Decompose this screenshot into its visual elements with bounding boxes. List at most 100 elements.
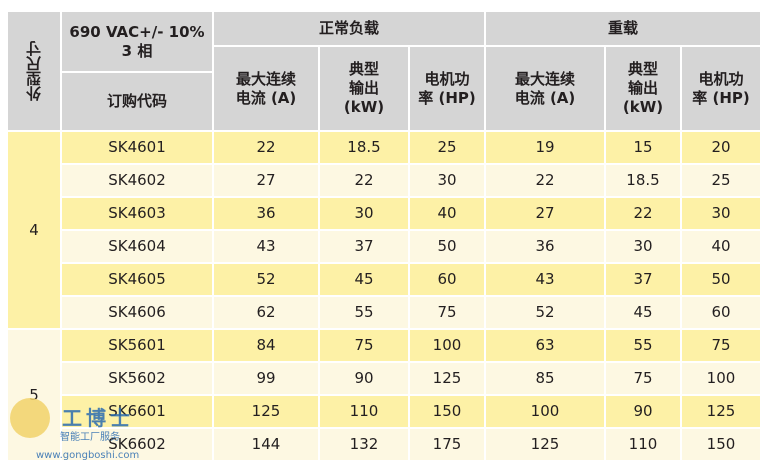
value-cell: 37 (320, 231, 408, 262)
order-code: SK5602 (62, 363, 212, 394)
order-code: SK4604 (62, 231, 212, 262)
column-header: 最大连续 电流 (A) (214, 47, 318, 130)
value-cell-text: 40 (711, 237, 731, 256)
normal-load-header: 正常负载 (214, 12, 484, 45)
value-cell-text: 15 (633, 138, 653, 157)
value-cell-text: 30 (354, 204, 374, 223)
order-code: SK5601 (62, 330, 212, 361)
value-cell: 43 (486, 264, 604, 295)
value-cell: 43 (214, 231, 318, 262)
value-cell-text: 125 (251, 402, 281, 421)
order-code-text: SK4606 (108, 303, 166, 322)
watermark-tagline: 智能工厂服务 (60, 432, 120, 443)
value-cell: 15 (606, 132, 680, 163)
value-cell-text: 19 (535, 138, 555, 157)
value-cell-text: 18.5 (626, 171, 660, 190)
value-cell-text: 20 (711, 138, 731, 157)
column-header: 典型 输出 (kW) (606, 47, 680, 130)
value-cell-text: 75 (354, 336, 374, 355)
column-header: 最大连续 电流 (A) (486, 47, 604, 130)
order-code-text: SK4602 (108, 171, 166, 190)
value-cell-text: 62 (256, 303, 276, 322)
voltage-header-text: 690 VAC+/- 10% 3 相 (69, 22, 205, 60)
value-cell: 52 (214, 264, 318, 295)
value-cell-text: 22 (256, 138, 276, 157)
value-cell-text: 30 (711, 204, 731, 223)
value-cell: 100 (410, 330, 484, 361)
value-cell: 84 (214, 330, 318, 361)
value-cell: 60 (410, 264, 484, 295)
value-cell-text: 22 (535, 171, 555, 190)
value-cell: 55 (320, 297, 408, 328)
value-cell: 125 (682, 396, 760, 427)
watermark-brand: 工博士 (62, 406, 134, 430)
value-cell-text: 52 (535, 303, 555, 322)
value-cell: 45 (606, 297, 680, 328)
size-header: 外型尺寸 (8, 12, 60, 130)
value-cell: 27 (214, 165, 318, 196)
value-cell: 75 (410, 297, 484, 328)
size-cell-text: 5 (29, 385, 39, 404)
value-cell-text: 30 (633, 237, 653, 256)
value-cell: 30 (410, 165, 484, 196)
spec-table: 外型尺寸 690 VAC+/- 10% 3 相订购代码 正常负载 重载 最大连续 电流 … (8, 12, 760, 460)
value-cell: 75 (682, 330, 760, 361)
value-cell: 55 (606, 330, 680, 361)
value-cell-text: 50 (711, 270, 731, 289)
order-code: SK4605 (62, 264, 212, 295)
value-cell: 52 (486, 297, 604, 328)
value-cell: 50 (682, 264, 760, 295)
value-cell-text: 125 (706, 402, 736, 421)
value-cell-text: 40 (437, 204, 457, 223)
order-code-text: SK6601 (108, 402, 166, 421)
value-cell-text: 60 (437, 270, 457, 289)
value-cell: 63 (486, 330, 604, 361)
value-cell-text: 150 (706, 435, 736, 454)
watermark-url: www.gongboshi.com (36, 450, 140, 461)
value-cell-text: 36 (256, 204, 276, 223)
value-cell: 22 (214, 132, 318, 163)
value-cell: 18.5 (320, 132, 408, 163)
value-cell-text: 75 (437, 303, 457, 322)
value-cell: 36 (214, 198, 318, 229)
value-cell: 75 (320, 330, 408, 361)
column-header-text: 典型 输出 (kW) (343, 60, 385, 116)
value-cell: 22 (606, 198, 680, 229)
value-cell-text: 27 (535, 204, 555, 223)
value-cell-text: 55 (633, 336, 653, 355)
value-cell: 125 (214, 396, 318, 427)
heavy-load-header: 重载 (486, 12, 760, 45)
value-cell: 22 (320, 165, 408, 196)
value-cell-text: 85 (535, 369, 555, 388)
value-cell: 100 (682, 363, 760, 394)
normal-load-header-text: 正常负载 (318, 19, 379, 38)
value-cell: 132 (320, 429, 408, 460)
order-code: SK4602 (62, 165, 212, 196)
value-cell-text: 63 (535, 336, 555, 355)
value-cell: 40 (410, 198, 484, 229)
order-code-text: SK4604 (108, 237, 166, 256)
order-code: SK6601 (62, 396, 212, 427)
value-cell-text: 45 (633, 303, 653, 322)
value-cell: 30 (606, 231, 680, 262)
value-cell: 110 (606, 429, 680, 460)
value-cell: 90 (320, 363, 408, 394)
value-cell: 50 (410, 231, 484, 262)
value-cell-text: 43 (256, 237, 276, 256)
value-cell-text: 100 (530, 402, 560, 421)
order-code: SK4603 (62, 198, 212, 229)
value-cell-text: 132 (349, 435, 379, 454)
value-cell-text: 99 (256, 369, 276, 388)
value-cell-text: 27 (256, 171, 276, 190)
value-cell-text: 45 (354, 270, 374, 289)
size-cell: 5 (8, 330, 60, 460)
value-cell: 100 (486, 396, 604, 427)
value-cell-text: 90 (633, 402, 653, 421)
value-cell-text: 37 (354, 237, 374, 256)
value-cell-text: 125 (432, 369, 462, 388)
value-cell: 22 (486, 165, 604, 196)
value-cell: 85 (486, 363, 604, 394)
order-code-header-text: 订购代码 (106, 92, 167, 111)
order-code-text: SK4605 (108, 270, 166, 289)
